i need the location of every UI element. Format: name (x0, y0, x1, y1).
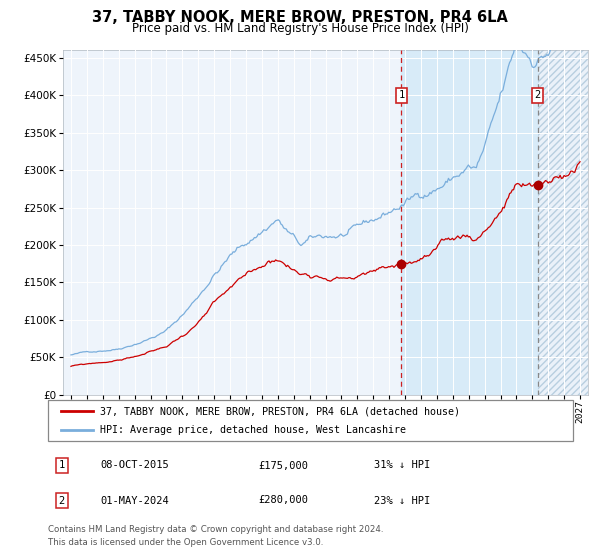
Bar (538, 50, 588, 395)
Text: This data is licensed under the Open Government Licence v3.0.: This data is licensed under the Open Gov… (48, 538, 323, 547)
Text: 37, TABBY NOOK, MERE BROW, PRESTON, PR4 6LA: 37, TABBY NOOK, MERE BROW, PRESTON, PR4 … (92, 10, 508, 25)
Bar (401, 50, 538, 395)
Text: 01-MAY-2024: 01-MAY-2024 (101, 496, 169, 506)
Text: £280,000: £280,000 (258, 496, 308, 506)
FancyBboxPatch shape (48, 400, 573, 441)
Text: HPI: Average price, detached house, West Lancashire: HPI: Average price, detached house, West… (101, 425, 407, 435)
Text: 08-OCT-2015: 08-OCT-2015 (101, 460, 169, 470)
Text: 31% ↓ HPI: 31% ↓ HPI (373, 460, 430, 470)
Text: 2: 2 (535, 90, 541, 100)
Text: 23% ↓ HPI: 23% ↓ HPI (373, 496, 430, 506)
Text: 1: 1 (398, 90, 404, 100)
Bar (538, 50, 588, 395)
Text: 1: 1 (59, 460, 65, 470)
Text: Price paid vs. HM Land Registry's House Price Index (HPI): Price paid vs. HM Land Registry's House … (131, 22, 469, 35)
Text: £175,000: £175,000 (258, 460, 308, 470)
Text: 37, TABBY NOOK, MERE BROW, PRESTON, PR4 6LA (detached house): 37, TABBY NOOK, MERE BROW, PRESTON, PR4 … (101, 407, 461, 416)
Text: Contains HM Land Registry data © Crown copyright and database right 2024.: Contains HM Land Registry data © Crown c… (48, 525, 383, 534)
Text: 2: 2 (59, 496, 65, 506)
